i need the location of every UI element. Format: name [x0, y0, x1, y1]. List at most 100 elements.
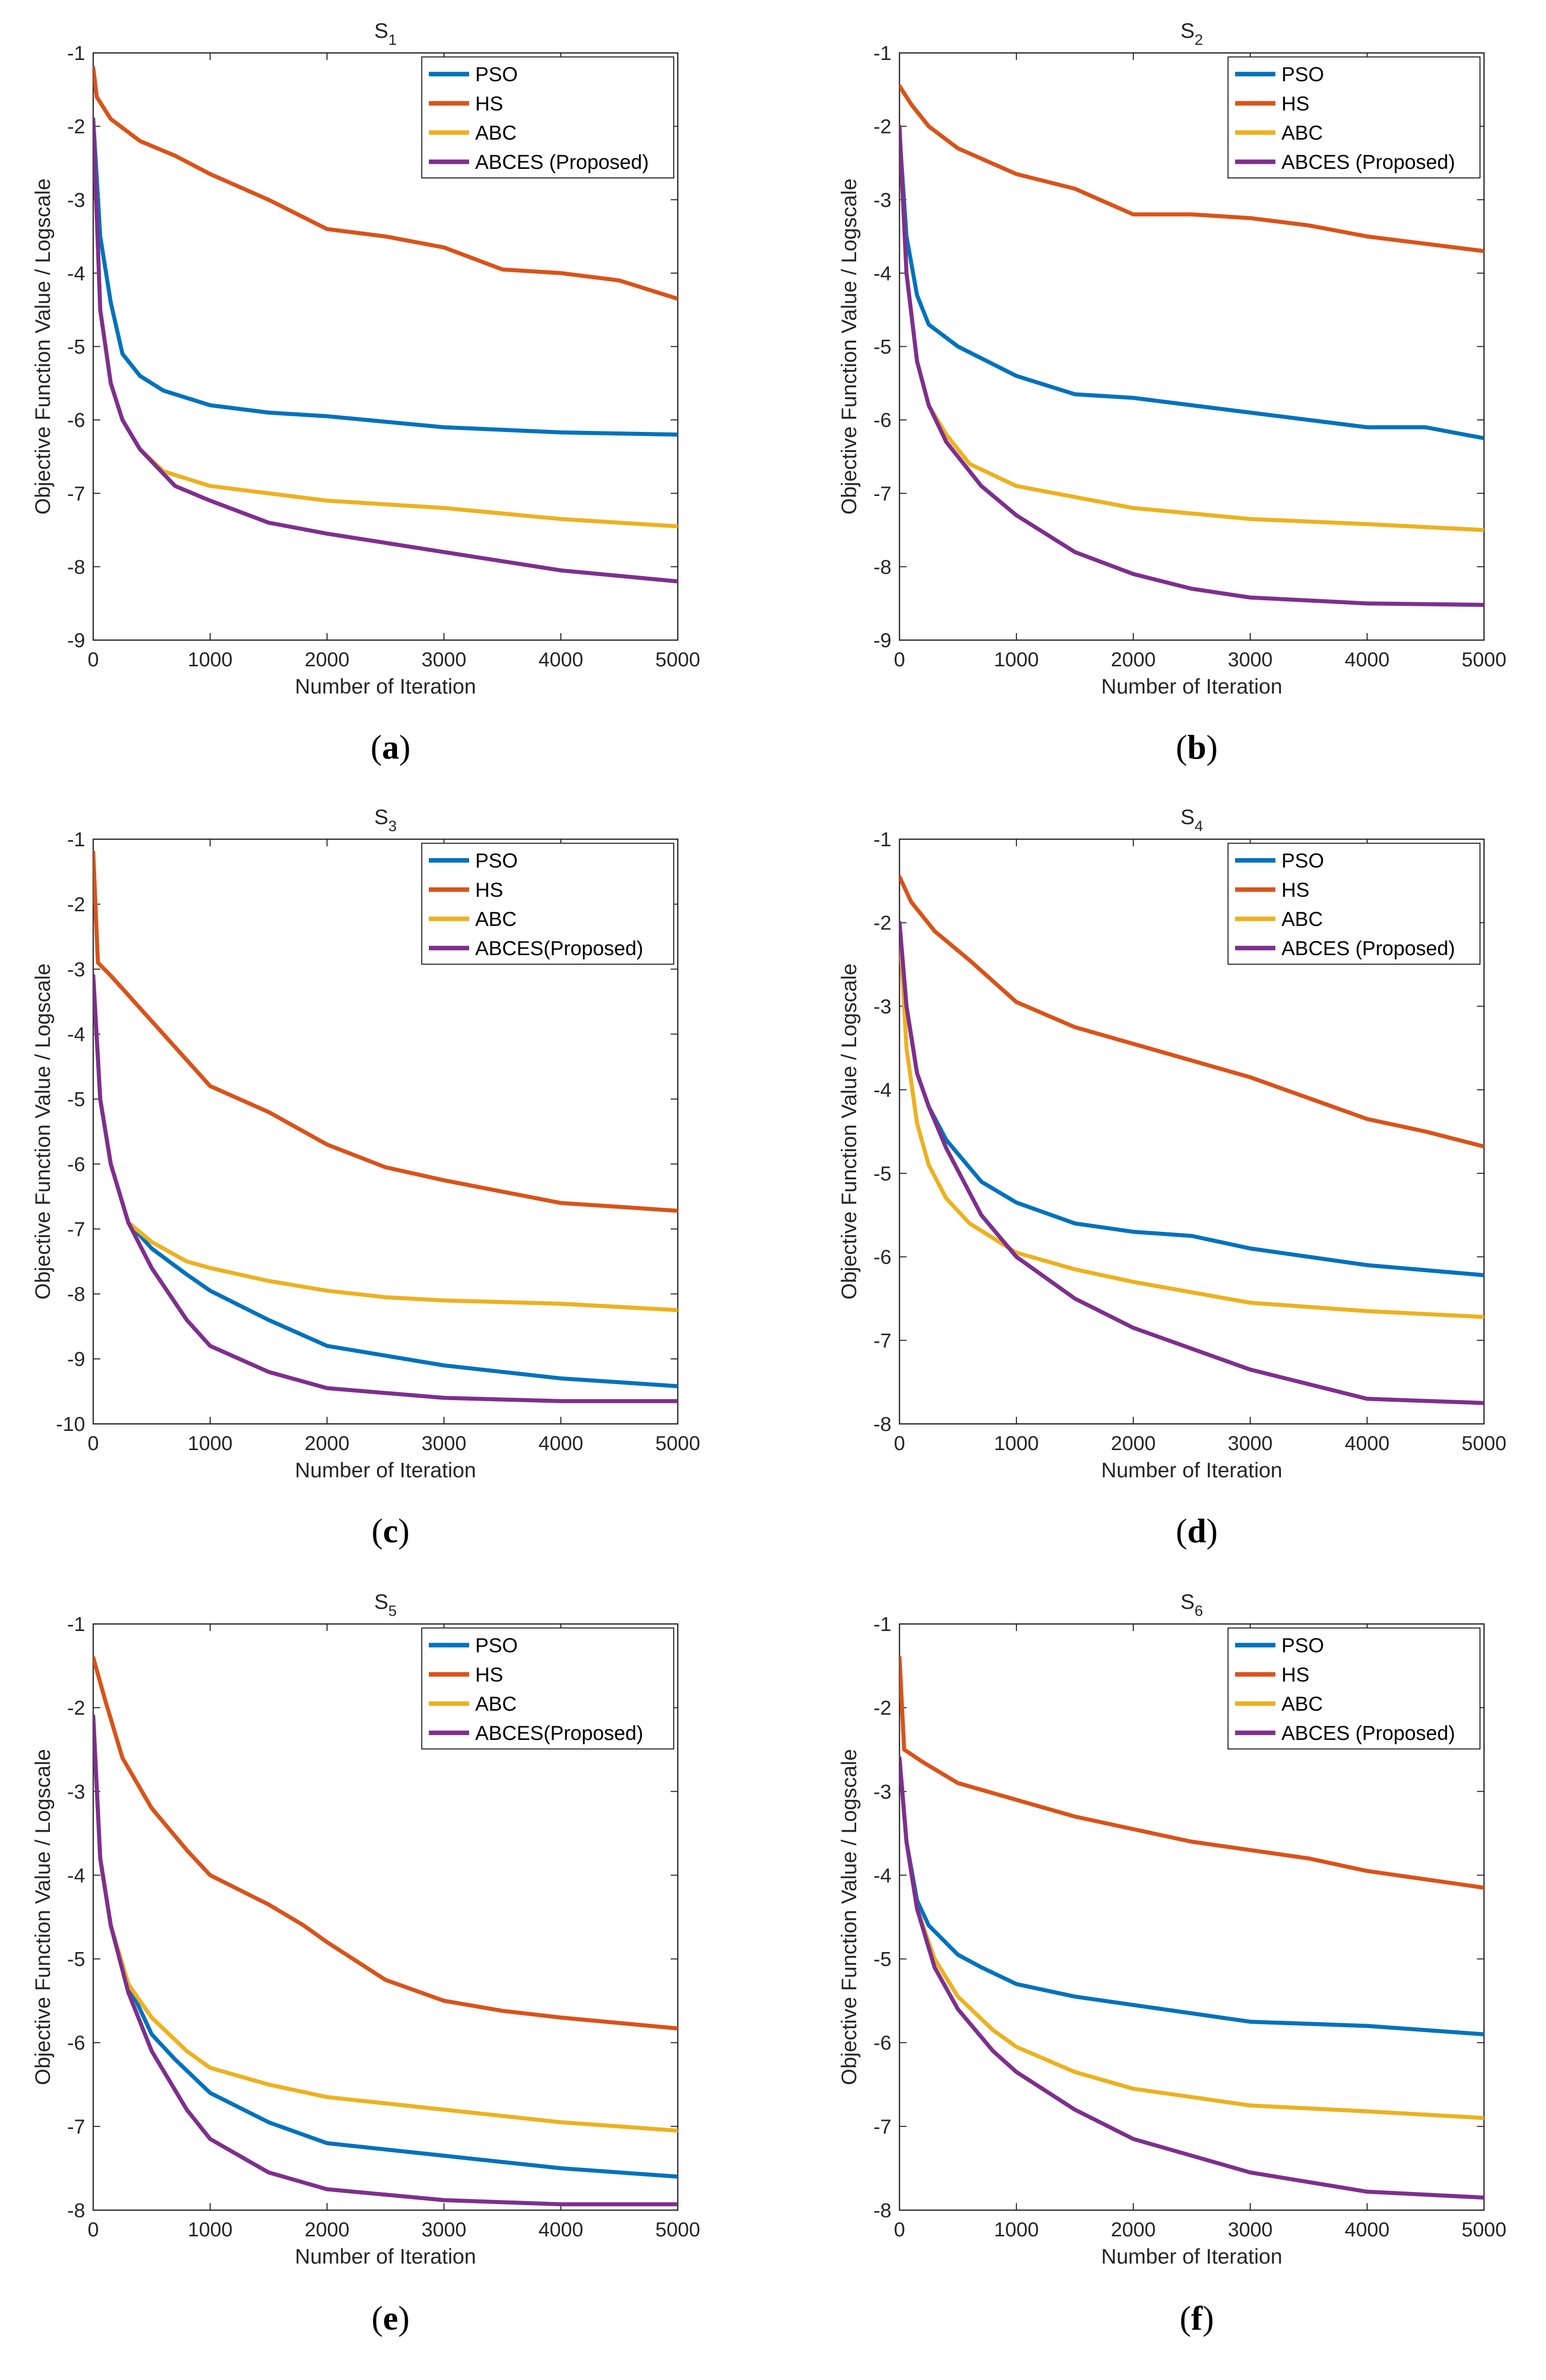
series-line-hs — [93, 850, 678, 1213]
y-tick-label: -4 — [67, 1024, 85, 1046]
y-tick-label: -6 — [67, 2032, 85, 2054]
legend-entry: PSO — [475, 1635, 518, 1657]
chart-panel-e: S5 0 1000 2000 3000 4000 5000 -8 -7 -6 -5 -4 -3 -2 -1 N… — [31, 1590, 700, 2337]
legend: PSO HS ABC ABCES (Proposed) — [1228, 1627, 1480, 1749]
chart-title-main: S — [374, 19, 389, 42]
x-tick-label: 5000 — [656, 1432, 700, 1455]
legend-entry: ABC — [1281, 122, 1323, 144]
x-tick-label: 1000 — [994, 649, 1039, 671]
x-axis-label: Number of Iteration — [1101, 1458, 1282, 1482]
series-line-pso — [93, 117, 678, 437]
y-axis-label: Objective Function Value / Logscale — [31, 1749, 54, 2085]
y-tick-label: -5 — [67, 1089, 85, 1111]
x-axis-label: Number of Iteration — [295, 2244, 476, 2268]
chart-title-subscript: 5 — [389, 1603, 397, 1619]
caption-letter: f — [1191, 2299, 1203, 2337]
chart-title-subscript: 1 — [389, 32, 397, 48]
x-tick-label: 1000 — [994, 1432, 1039, 1455]
y-axis-label: Objective Function Value / Logscale — [837, 178, 861, 515]
y-tick-label: -1 — [67, 1613, 85, 1636]
y-tick-label: -5 — [873, 1163, 891, 1185]
y-tick-label: -8 — [873, 2200, 891, 2222]
x-tick-label: 2000 — [305, 1432, 350, 1455]
y-axis-label: Objective Function Value / Logscale — [31, 178, 54, 515]
chart-title-main: S — [374, 1590, 389, 1613]
x-tick-label: 4000 — [1345, 649, 1390, 671]
y-tick-label: -3 — [67, 959, 85, 981]
y-tick-label: -6 — [67, 1153, 85, 1175]
legend-box — [421, 1627, 674, 1749]
x-tick-label: 1000 — [188, 1432, 233, 1455]
y-tick-label: -4 — [873, 263, 891, 285]
chart-title: S5 — [374, 1590, 397, 1619]
x-tick-label: 4000 — [1345, 2219, 1390, 2241]
y-tick-label: -8 — [67, 556, 85, 578]
x-tick-label: 0 — [894, 649, 905, 671]
x-tick-label: 3000 — [1228, 1432, 1273, 1455]
y-axis-label: Objective Function Value / Logscale — [31, 964, 54, 1300]
panel-caption: (f) — [1180, 2299, 1214, 2337]
legend-entry: HS — [475, 1664, 503, 1686]
series-group — [93, 850, 678, 1403]
x-tick-label: 5000 — [656, 2219, 700, 2241]
chart-title-main: S — [1181, 1590, 1195, 1613]
chart-title: S3 — [374, 805, 397, 835]
legend-entry: PSO — [1281, 64, 1324, 86]
caption-close-paren: ) — [399, 728, 411, 766]
y-tick-label: -3 — [873, 1781, 891, 1803]
x-tick-label: 3000 — [422, 649, 467, 671]
y-tick-label: -5 — [873, 336, 891, 358]
chart-title-main: S — [374, 805, 389, 829]
legend-entry: PSO — [1281, 850, 1324, 872]
x-tick-label: 0 — [88, 649, 99, 671]
caption-open-paren: ( — [371, 1512, 383, 1550]
caption-letter: b — [1187, 728, 1206, 766]
y-tick-label: -6 — [873, 2032, 891, 2054]
chart-title: S6 — [1181, 1590, 1203, 1619]
y-tick-label: -6 — [67, 409, 85, 431]
series-line-hs — [899, 874, 1484, 1149]
y-tick-label: -7 — [67, 2116, 85, 2138]
y-tick-label: -2 — [873, 1697, 891, 1719]
panel-caption: (a) — [370, 728, 410, 766]
x-tick-label: 3000 — [422, 1432, 467, 1455]
y-tick-label: -8 — [67, 1283, 85, 1305]
legend-entry: HS — [475, 93, 503, 115]
x-axis-label: Number of Iteration — [295, 674, 476, 698]
x-tick-label: 4000 — [1345, 1432, 1390, 1455]
y-axis-label: Objective Function Value / Logscale — [837, 964, 861, 1300]
series-line-abces-proposed — [93, 973, 678, 1403]
y-tick-label: -9 — [873, 630, 891, 652]
y-tick-label: -4 — [873, 1864, 891, 1887]
legend-entry: ABC — [475, 908, 517, 930]
caption-close-paren: ) — [1206, 728, 1218, 766]
chart-panel-d: S4 0 1000 2000 3000 4000 5000 -8 -7 -6 -5 -4 -3 -2 -1 N… — [837, 805, 1506, 1550]
y-axis-label: Objective Function Value / Logscale — [837, 1749, 861, 2085]
legend-box — [1228, 843, 1480, 965]
y-tick-label: -3 — [67, 1781, 85, 1803]
y-tick-label: -1 — [67, 829, 85, 851]
caption-open-paren: ( — [1176, 1512, 1187, 1550]
y-tick-label: -7 — [873, 1330, 891, 1352]
y-tick-label: -7 — [67, 1218, 85, 1240]
series-line-abc — [899, 920, 1484, 1319]
x-tick-label: 2000 — [305, 2219, 350, 2241]
chart-title-subscript: 2 — [1195, 32, 1203, 48]
y-tick-label: -10 — [56, 1413, 85, 1435]
caption-letter: c — [383, 1512, 398, 1550]
legend-entry: ABC — [475, 122, 517, 144]
caption-open-paren: ( — [1180, 2299, 1191, 2337]
y-tick-label: -2 — [873, 116, 891, 138]
y-tick-label: -7 — [873, 483, 891, 505]
caption-letter: a — [382, 728, 399, 766]
legend-entry: ABCES (Proposed) — [1281, 151, 1455, 173]
y-tick-label: -5 — [67, 336, 85, 358]
legend-entry: ABC — [1281, 1693, 1323, 1715]
y-tick-label: -3 — [873, 189, 891, 211]
x-tick-label: 1000 — [188, 649, 233, 671]
legend-entry: HS — [1281, 879, 1310, 901]
legend-entry: ABCES(Proposed) — [475, 937, 643, 960]
chart-title: S1 — [374, 19, 397, 48]
y-tick-label: -2 — [67, 1697, 85, 1719]
